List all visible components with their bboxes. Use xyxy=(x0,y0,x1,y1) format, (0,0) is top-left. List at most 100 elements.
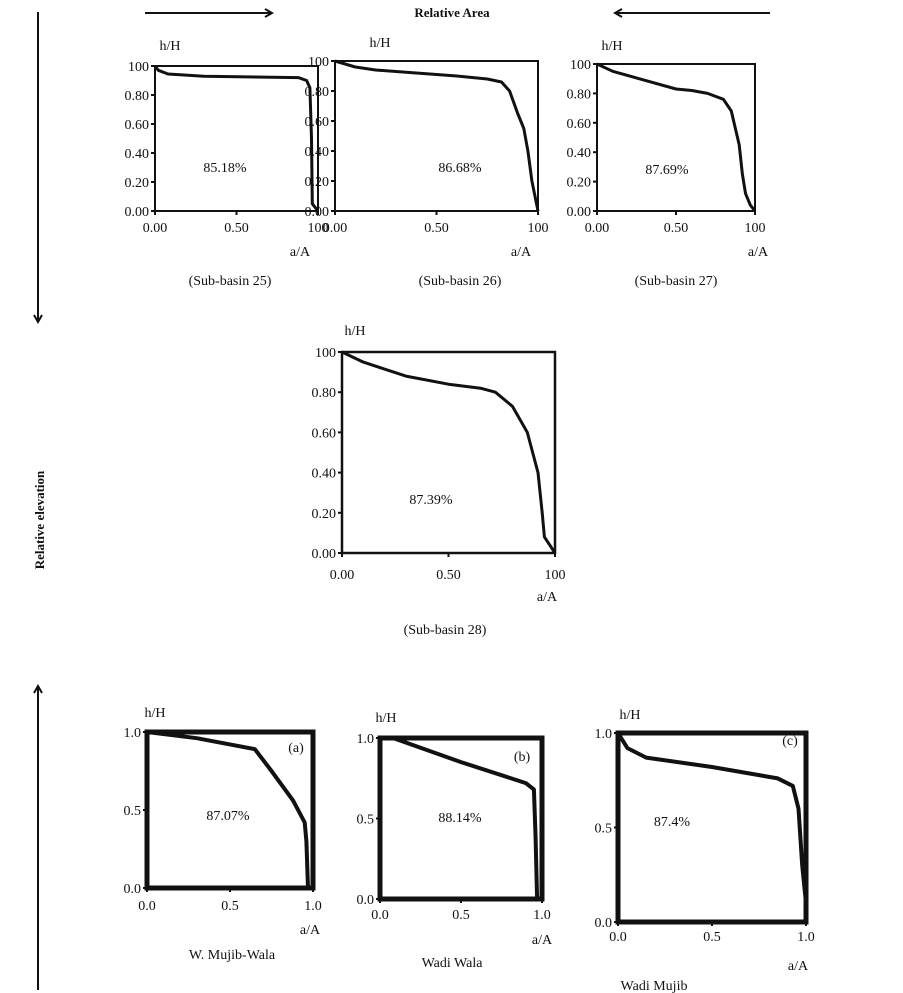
hypsometric-chart-4: 0.00 0.20 0.40 0.60 0.80 100 0.00 0.50 100 h/H a/A… xyxy=(312,324,566,638)
y-tick-label: 100 xyxy=(308,55,329,70)
hypsometric-integral-label: 87.07% xyxy=(206,809,250,824)
x-axis-label: a/A xyxy=(300,923,321,938)
panel-label: (c) xyxy=(782,734,798,749)
y-tick-label: 0.80 xyxy=(567,87,592,102)
x-tick-label: 0.00 xyxy=(143,221,168,236)
x-tick-label: 1.0 xyxy=(533,908,551,923)
y-axis-label: h/H xyxy=(370,36,391,51)
panel-label: (a) xyxy=(288,741,304,756)
y-tick-label: 0.0 xyxy=(595,916,613,931)
plot-frame xyxy=(615,730,809,925)
chart-caption: Wadi Wala xyxy=(422,956,484,971)
x-tick-label: 0.0 xyxy=(138,899,156,914)
x-tick-label: 0.5 xyxy=(452,908,470,923)
hypsometric-integral-label: 87.4% xyxy=(654,815,691,830)
y-tick-label: 0.40 xyxy=(312,467,337,482)
x-tick-label: 0.50 xyxy=(436,568,461,583)
x-tick-label: 0.00 xyxy=(330,568,355,583)
hypsometric-chart-1: 0.00 0.20 0.40 0.60 0.80 100 0.00 0.50 100 h/H a/A… xyxy=(125,39,329,289)
hypsometric-curve xyxy=(392,736,540,900)
y-tick-label: 0.20 xyxy=(567,176,592,191)
y-tick-label: 1.0 xyxy=(357,732,375,747)
x-axis-title: Relative Area xyxy=(414,5,490,20)
x-tick-label: 100 xyxy=(528,221,549,236)
x-tick-label: 0.50 xyxy=(664,221,689,236)
hypsometric-curve xyxy=(153,65,320,212)
x-axis-label: a/A xyxy=(532,933,553,948)
x-axis-label: a/A xyxy=(511,245,532,260)
y-axis-title: Relative elevation xyxy=(32,470,47,569)
plot-frame xyxy=(340,350,557,555)
y-tick-label: 0.40 xyxy=(305,145,330,160)
y-tick-label: 1.0 xyxy=(595,727,613,742)
plot-frame xyxy=(154,65,319,212)
hypsometric-curve xyxy=(334,59,540,212)
y-tick-label: 0.5 xyxy=(124,804,142,819)
y-tick-label: 0.20 xyxy=(125,176,150,191)
y-axis-label: h/H xyxy=(145,706,166,721)
chart-caption: (Sub-basin 26) xyxy=(419,274,502,289)
x-tick-label: 0.50 xyxy=(424,221,449,236)
hypsometric-chart-7: 0.0 0.5 1.0 0.0 0.5 1.0 h/H a/A Wadi Mujib 87.4% (… xyxy=(595,708,815,993)
y-axis-label: h/H xyxy=(620,708,641,723)
y-tick-label: 0.5 xyxy=(357,813,375,828)
plot-frame xyxy=(334,60,539,212)
hypsometric-curve xyxy=(341,350,557,554)
y-tick-label: 0.80 xyxy=(305,85,330,100)
x-tick-label: 0.50 xyxy=(224,221,249,236)
y-tick-label: 0.40 xyxy=(567,146,592,161)
x-axis-label: a/A xyxy=(290,245,311,260)
y-tick-label: 0.40 xyxy=(125,147,150,162)
x-axis-label: a/A xyxy=(748,245,769,260)
x-tick-label: 100 xyxy=(745,221,766,236)
y-tick-label: 0.60 xyxy=(312,426,337,441)
chart-caption: W. Mujib-Wala xyxy=(189,948,276,963)
y-tick-label: 100 xyxy=(315,346,336,361)
y-tick-label: 0.5 xyxy=(595,822,613,837)
y-tick-label: 0.80 xyxy=(312,386,337,401)
x-tick-label: 1.0 xyxy=(797,930,815,945)
hypsometric-curve xyxy=(596,62,757,212)
x-axis-label: a/A xyxy=(788,959,809,974)
y-axis-label: h/H xyxy=(602,39,623,54)
hypsometric-integral-label: 88.14% xyxy=(438,811,482,826)
y-tick-label: 0.00 xyxy=(312,547,337,562)
y-tick-label: 1.0 xyxy=(124,726,142,741)
x-tick-label: 0.5 xyxy=(703,930,721,945)
y-tick-label: 0.60 xyxy=(567,117,592,132)
plot-frame xyxy=(596,63,756,212)
x-axis-label: a/A xyxy=(537,590,558,605)
hypsometric-integral-label: 87.39% xyxy=(409,493,453,508)
y-tick-label: 100 xyxy=(128,60,149,75)
y-axis-label: h/H xyxy=(376,711,397,726)
hypsometric-chart-3: 0.00 0.20 0.40 0.60 0.80 100 0.00 0.50 100 h/H a/A… xyxy=(567,39,769,289)
y-tick-label: 100 xyxy=(570,58,591,73)
x-tick-label: 0.0 xyxy=(371,908,389,923)
y-axis-label: h/H xyxy=(160,39,181,54)
y-tick-label: 0.0 xyxy=(357,893,375,908)
y-tick-label: 0.00 xyxy=(567,205,592,220)
hypsometric-integral-label: 86.68% xyxy=(438,161,482,176)
hypsometric-curve xyxy=(146,730,310,889)
y-tick-label: 0.0 xyxy=(124,882,142,897)
hypsometric-chart-5: 0.00.51.00.0 0.5 1.0h/Ha/AW. Mujib-Wala87.… xyxy=(124,706,322,963)
hypsometric-curve xyxy=(616,731,808,904)
x-tick-label: 1.0 xyxy=(304,899,322,914)
y-axis-label: h/H xyxy=(345,324,366,339)
panel-label: (b) xyxy=(514,750,531,765)
chart-caption: Wadi Mujib xyxy=(621,979,688,993)
y-tick-label: 0.00 xyxy=(125,205,150,220)
x-tick-label: 0.5 xyxy=(221,899,239,914)
x-tick-label: 0.00 xyxy=(323,221,348,236)
hypsometric-integral-label: 85.18% xyxy=(203,161,247,176)
hypsometric-integral-label: 87.69% xyxy=(645,163,689,178)
x-tick-label: 0.00 xyxy=(585,221,610,236)
y-tick-label: 0.60 xyxy=(305,115,330,130)
chart-caption: (Sub-basin 25) xyxy=(189,274,272,289)
x-tick-label: 100 xyxy=(545,568,566,583)
y-tick-label: 0.80 xyxy=(125,89,150,104)
x-tick-label: 0.0 xyxy=(609,930,627,945)
